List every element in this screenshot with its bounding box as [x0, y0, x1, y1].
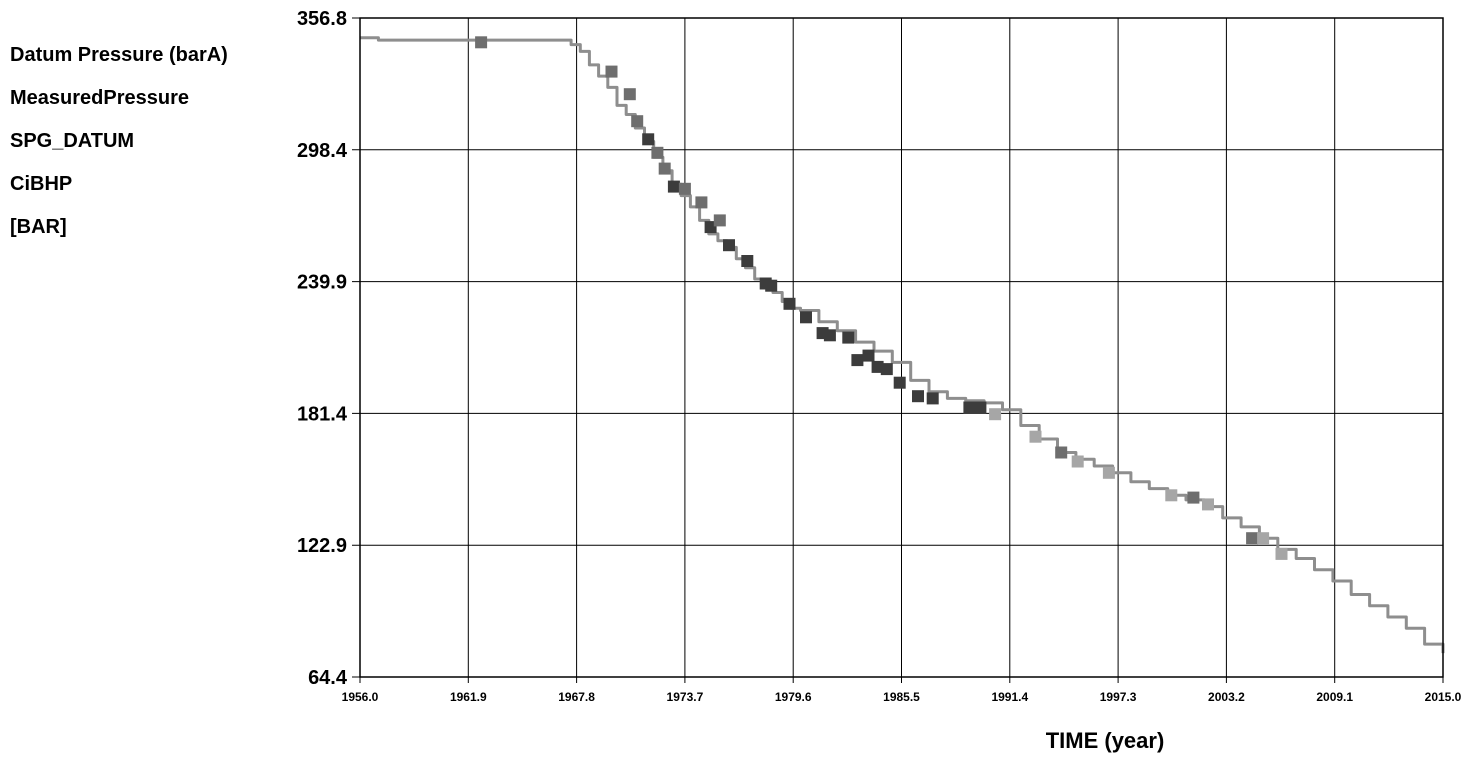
measured-point-marker: [963, 401, 976, 414]
measured-point-marker: [1187, 491, 1200, 504]
measured-point-marker: [667, 180, 680, 193]
plot-series: [360, 36, 1445, 654]
x-tick-label: 1985.5: [883, 690, 920, 704]
x-tick-label: 1991.4: [991, 690, 1028, 704]
y-tick-label: 122.9: [297, 535, 347, 557]
grid-lines: [352, 17, 1444, 683]
measured-point-marker: [1165, 489, 1178, 502]
x-tick-label: 1967.8: [558, 690, 595, 704]
measured-point-marker: [871, 360, 884, 373]
measured-point-marker: [783, 297, 796, 310]
legend-line-4: CiBHP: [10, 173, 72, 195]
measured-point-marker: [713, 214, 726, 227]
y-tick-label: 298.4: [297, 140, 348, 162]
measured-point-marker: [851, 354, 864, 367]
measured-point-marker: [926, 392, 939, 405]
y-tick-label: 239.9: [297, 272, 347, 294]
measured-point-marker: [695, 196, 708, 209]
measured-point-marker: [912, 390, 924, 403]
measured-point-marker: [723, 239, 735, 252]
measured-point-marker: [475, 36, 488, 49]
measured-point-marker: [842, 331, 855, 344]
measured-point-marker: [893, 376, 906, 389]
measured-point-marker: [1102, 466, 1115, 479]
measured-point-marker: [989, 408, 1002, 421]
measured-point-marker: [823, 329, 836, 342]
measured-point-marker: [1071, 455, 1084, 468]
y-tick-labels: 356.8 298.4 239.9 181.4 122.9 64.4: [297, 8, 348, 689]
measured-point-marker: [678, 182, 691, 195]
measured-point-marker: [880, 363, 893, 376]
y-tick-label: 356.8: [297, 8, 347, 30]
x-tick-label: 1997.3: [1100, 690, 1137, 704]
measured-point-marker: [800, 311, 812, 324]
y-axis-legend: Datum Pressure (barA) MeasuredPressure S…: [10, 44, 228, 238]
measured-point-marker: [1055, 446, 1068, 459]
plot-frame: [359, 17, 1444, 678]
x-tick-label: 1956.0: [342, 690, 379, 704]
measured-point-marker: [1275, 547, 1288, 560]
x-tick-label: 1961.9: [450, 690, 487, 704]
measured-point-marker: [741, 255, 754, 267]
measured-point-marker: [862, 349, 875, 362]
measured-point-marker: [642, 133, 655, 146]
x-tick-label: 1979.6: [775, 690, 812, 704]
measured-point-marker: [974, 401, 987, 414]
measured-point-marker: [1202, 498, 1214, 511]
x-tick-label: 2015.0: [1425, 690, 1462, 704]
y-tick-label: 181.4: [297, 403, 348, 425]
measured-point-marker: [631, 115, 644, 128]
x-tick-labels: 1956.0 1961.9 1967.8 1973.7 1979.6 1985.5 1991…: [342, 690, 1462, 704]
x-axis-label: TIME (year): [1046, 728, 1165, 753]
measured-point-marker: [623, 88, 636, 101]
y-tick-label: 64.4: [308, 667, 348, 689]
x-tick-label: 1973.7: [667, 690, 704, 704]
legend-line-2: MeasuredPressure: [10, 87, 189, 109]
legend-line-3: SPG_DATUM: [10, 130, 134, 152]
legend-line-5: [BAR]: [10, 216, 67, 238]
measured-point-marker: [1257, 532, 1270, 545]
legend-line-1: Datum Pressure (barA): [10, 44, 228, 66]
measured-point-marker: [1029, 430, 1042, 443]
x-tick-label: 2009.1: [1316, 690, 1353, 704]
x-tick-label: 2003.2: [1208, 690, 1245, 704]
measured-point-marker: [704, 221, 717, 234]
measured-point-marker: [765, 279, 778, 292]
measured-point-marker: [605, 65, 618, 78]
measured-point-marker: [1246, 532, 1259, 545]
measured-point-marker: [651, 146, 664, 159]
measured-point-marker: [658, 162, 671, 175]
